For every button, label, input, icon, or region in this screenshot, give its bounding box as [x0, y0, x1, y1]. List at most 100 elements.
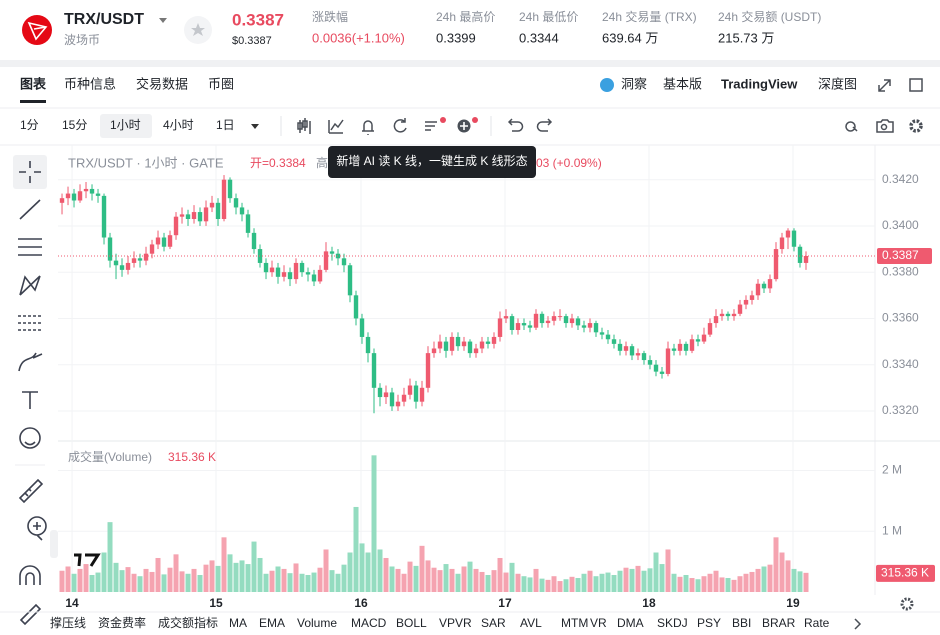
trendline-tool[interactable] [19, 199, 41, 220]
candle-body [143, 253, 149, 261]
indicator-tab[interactable]: BOLL [396, 616, 427, 630]
camera-icon[interactable] [876, 119, 894, 133]
volume-bar [497, 557, 503, 592]
volume-bar [527, 577, 533, 592]
indicator-tab[interactable]: SAR [481, 616, 506, 630]
interval-dropdown[interactable] [251, 124, 259, 129]
tab[interactable]: 币圈 [208, 76, 234, 91]
candle-body [557, 316, 563, 318]
indicator-tab[interactable]: Volume [297, 616, 337, 630]
indicator-tab[interactable]: EMA [259, 616, 285, 630]
volume-bar [317, 567, 323, 592]
emoji-tool[interactable] [19, 427, 41, 449]
indicator-tab[interactable]: VR [590, 616, 607, 630]
fullscreen-icon[interactable] [878, 79, 891, 92]
candle-body [485, 341, 491, 344]
alert-icon[interactable] [362, 120, 374, 135]
candle-body [209, 202, 215, 208]
view-option[interactable]: 基本版 [663, 76, 702, 91]
pair-dropdown[interactable] [159, 18, 167, 23]
indicator-tab[interactable]: MTM [561, 616, 588, 630]
pair-name[interactable]: TRX/USDT [64, 11, 144, 28]
candle-body [779, 237, 785, 250]
volume-bar [71, 573, 77, 592]
candle-body [533, 313, 539, 328]
interval[interactable]: 1小时 [110, 118, 141, 132]
indicator-tab[interactable]: PSY [697, 616, 721, 630]
view-option[interactable]: TradingView [721, 76, 798, 91]
volume-bar [77, 568, 83, 592]
volume-bar [425, 560, 431, 592]
candle-body [617, 343, 623, 351]
collapse-handle[interactable] [50, 530, 58, 558]
indicator-tab[interactable]: MACD [351, 616, 387, 630]
text-tool[interactable] [22, 391, 38, 409]
candle-body [545, 320, 551, 324]
candle-body [455, 336, 461, 347]
volume-bar [551, 576, 557, 592]
tab[interactable]: 交易数据 [136, 76, 188, 91]
indicator-tab[interactable]: AVL [520, 616, 542, 630]
indicator-tab[interactable]: 成交额指标 [158, 615, 218, 630]
stat-label: 24h 交易量 (TRX) [602, 9, 697, 24]
volume-bar [587, 570, 593, 592]
replay-icon[interactable] [393, 118, 407, 133]
axis-settings-icon[interactable] [900, 597, 914, 611]
undo-icon[interactable] [507, 118, 524, 132]
interval[interactable]: 1分 [20, 118, 39, 132]
indicator-tab[interactable]: Rate [804, 616, 830, 630]
indicator-tab[interactable]: 撑压线 [50, 615, 86, 630]
fib-tool[interactable] [18, 315, 42, 331]
view-option[interactable]: 洞察 [621, 76, 647, 91]
candle-body [491, 336, 497, 344]
candle-body [419, 387, 425, 402]
ai-kline-icon[interactable] [425, 121, 437, 131]
interval[interactable]: 15分 [62, 118, 87, 132]
search-icon[interactable] [845, 121, 858, 132]
scroll-right[interactable] [854, 618, 862, 630]
candle-body [185, 214, 191, 219]
volume-bar [659, 564, 665, 592]
candle-body [203, 207, 209, 222]
candle-body [389, 392, 395, 407]
pattern-tool[interactable] [19, 275, 41, 296]
indicator-tab[interactable]: DMA [617, 616, 644, 630]
view-option[interactable]: 深度图 [818, 76, 857, 91]
volume-bar [473, 568, 479, 592]
crosshair-tool[interactable] [19, 161, 41, 183]
hline-tool[interactable] [18, 238, 42, 256]
volume-bar [257, 557, 263, 592]
candle-body [479, 341, 485, 349]
volume-bar [563, 579, 569, 592]
lock-tool[interactable] [19, 603, 42, 626]
indicator-tab[interactable]: SKDJ [657, 616, 688, 630]
indicator-tab[interactable]: MA [229, 616, 247, 630]
ruler-tool[interactable] [18, 478, 44, 504]
volume-bar [281, 568, 287, 592]
candle-body [383, 392, 389, 398]
volume-bar [437, 570, 443, 592]
indicator-tab[interactable]: 资金费率 [98, 615, 146, 630]
tab[interactable]: 币种信息 [64, 76, 116, 91]
settings-icon[interactable] [909, 119, 923, 133]
magnet-tool[interactable] [19, 565, 41, 585]
candle-body [515, 323, 521, 330]
brush-tool[interactable] [18, 352, 43, 372]
tab[interactable]: 图表 [20, 76, 47, 91]
zoom-tool[interactable] [27, 516, 47, 541]
indicator-tab[interactable]: BBI [732, 616, 751, 630]
indicator-icon[interactable] [328, 119, 344, 134]
window-icon[interactable] [909, 78, 923, 92]
indicator-tab[interactable]: VPVR [439, 616, 472, 630]
candle-type-icon[interactable] [297, 118, 311, 134]
interval[interactable]: 1日 [216, 118, 235, 132]
interval[interactable]: 4小时 [163, 118, 194, 132]
last-volume-badge [876, 564, 935, 582]
redo-icon[interactable] [536, 118, 553, 132]
volume-bar [647, 568, 653, 592]
x-tick-label: 17 [498, 596, 512, 610]
volume-bar [347, 552, 353, 592]
indicator-tab[interactable]: BRAR [762, 616, 796, 630]
